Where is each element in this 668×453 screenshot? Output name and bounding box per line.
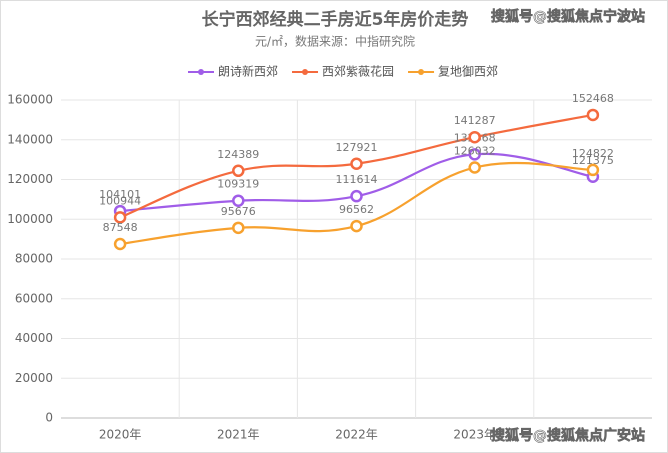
- data-point: [468, 130, 481, 144]
- data-label: 124389: [217, 148, 259, 161]
- x-tick-label: 2021年: [217, 428, 260, 442]
- y-tick-label: 160000: [7, 93, 53, 107]
- data-point: [350, 189, 363, 203]
- data-label: 127921: [336, 141, 378, 154]
- y-tick-label: 100000: [7, 212, 53, 226]
- x-tick-label: 2022年: [335, 428, 378, 442]
- data-label: 152468: [572, 92, 614, 105]
- y-tick-label: 20000: [15, 371, 53, 385]
- y-tick-label: 120000: [7, 172, 53, 186]
- data-point: [586, 108, 600, 122]
- legend-label: 西郊紫薇花园: [322, 64, 394, 79]
- y-tick-label: 40000: [15, 331, 53, 345]
- data-label: 100944: [99, 194, 141, 207]
- data-point: [232, 164, 245, 178]
- data-point: [468, 148, 481, 161]
- y-tick-label: 0: [45, 411, 53, 425]
- data-point: [113, 237, 127, 251]
- data-point: [350, 157, 363, 171]
- data-label: 141287: [454, 114, 496, 127]
- plot: 0 20000 40000 60000 80000 100000 120000 140000 1…: [7, 64, 652, 442]
- legend-dot: [418, 69, 425, 75]
- x-tick-label: 2020年: [99, 428, 142, 442]
- data-point: [232, 221, 245, 235]
- y-tick-label: 140000: [7, 132, 53, 146]
- data-label: 109319: [217, 178, 259, 191]
- watermark: 搜狐号@搜狐焦点广安站: [491, 427, 645, 444]
- legend-dot: [302, 69, 309, 75]
- watermark: 搜狐号@搜狐焦点宁波站: [491, 8, 645, 25]
- data-label: 96562: [339, 203, 374, 216]
- data-label: 126032: [454, 145, 496, 158]
- data-point: [113, 211, 127, 224]
- data-point: [586, 163, 600, 177]
- data-label: 121375: [572, 154, 614, 167]
- data-label: 111614: [336, 173, 378, 186]
- legend: 朗诗新西郊 西郊紫薇花园 复地御西郊: [188, 64, 498, 79]
- x-tick-label: 2023年: [453, 428, 496, 442]
- data-label: 95676: [221, 205, 256, 218]
- data-label: 104101: [99, 188, 141, 201]
- chart-subtitle: 元/㎡，数据来源：中指研究院: [255, 34, 415, 49]
- legend-label: 朗诗新西郊: [218, 64, 278, 79]
- data-point: [350, 219, 363, 233]
- y-tick-label: 60000: [15, 291, 53, 305]
- data-label: 87548: [103, 221, 138, 234]
- data-point: [468, 161, 481, 174]
- data-point: [232, 194, 245, 207]
- y-tick-label: 80000: [15, 252, 53, 266]
- legend-dot: [198, 69, 204, 75]
- data-label: 124822: [572, 147, 614, 160]
- legend-label: 复地御西郊: [438, 64, 498, 79]
- chart-title: 长宁西郊经典二手房近5年房价走势: [202, 9, 469, 30]
